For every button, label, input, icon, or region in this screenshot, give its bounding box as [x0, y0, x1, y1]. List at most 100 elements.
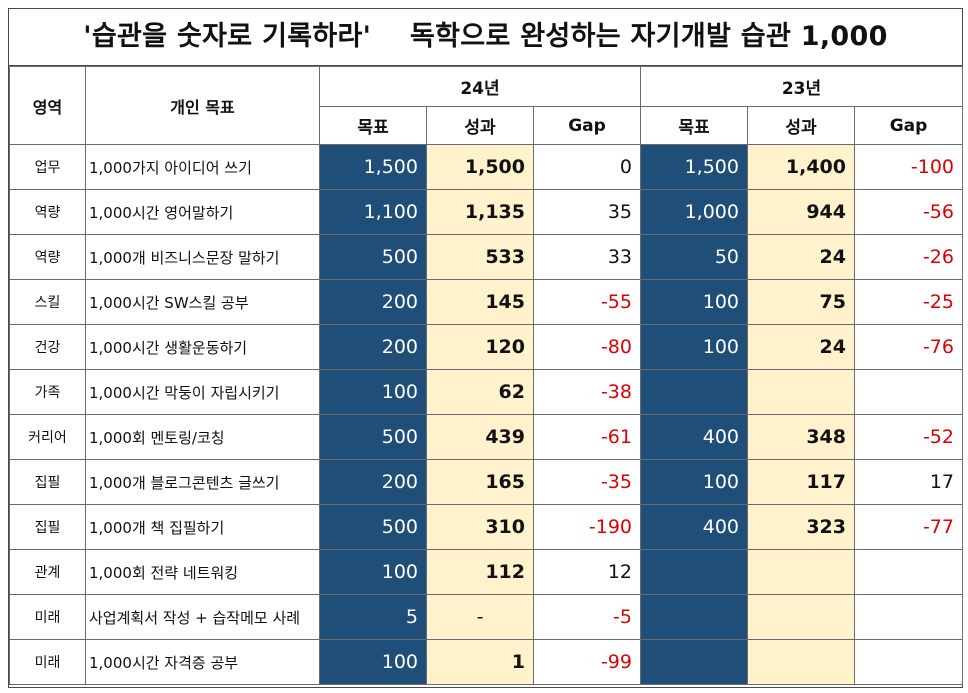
result-23-cell — [747, 549, 855, 595]
area-cell: 관계 — [9, 549, 86, 595]
target-23-cell: 400 — [640, 414, 748, 460]
gap-23-cell: -77 — [854, 504, 963, 550]
gap-24-cell: -55 — [533, 279, 641, 325]
gap-23-cell: -25 — [854, 279, 963, 325]
header-year-24: 24년 — [319, 66, 641, 107]
table-row: 스킬 1,000시간 SW스킬 공부 200 145 -55 100 75 -2… — [9, 279, 963, 325]
result-24-cell: 120 — [426, 324, 534, 370]
target-24-cell: 100 — [319, 549, 427, 595]
result-23-cell — [747, 639, 855, 685]
area-cell: 스킬 — [9, 279, 86, 325]
gap-23-cell — [854, 549, 963, 595]
habit-tracker-sheet: '습관을 숫자로 기록하라' 독학으로 완성하는 자기개발 습관 1,000 영… — [8, 8, 963, 688]
target-24-cell: 500 — [319, 234, 427, 280]
goal-cell: 1,000시간 생활운동하기 — [85, 324, 320, 370]
area-cell: 미래 — [9, 594, 86, 640]
result-23-cell: 944 — [747, 189, 855, 235]
target-24-cell: 200 — [319, 324, 427, 370]
gap-23-cell — [854, 594, 963, 640]
target-23-cell: 100 — [640, 459, 748, 505]
goal-cell: 1,000시간 막둥이 자립시키기 — [85, 369, 320, 415]
result-24-cell: - — [426, 594, 534, 640]
target-24-cell: 100 — [319, 369, 427, 415]
target-24-cell: 500 — [319, 414, 427, 460]
result-24-cell: 1 — [426, 639, 534, 685]
result-23-cell: 24 — [747, 234, 855, 280]
result-23-cell: 1,400 — [747, 144, 855, 190]
gap-24-cell: -61 — [533, 414, 641, 460]
header-year-23: 23년 — [640, 66, 963, 107]
result-24-cell: 145 — [426, 279, 534, 325]
table-row: 커리어 1,000회 멘토링/코칭 500 439 -61 400 348 -5… — [9, 414, 963, 460]
header-result-24: 성과 — [426, 106, 534, 145]
sheet-title: '습관을 숫자로 기록하라' 독학으로 완성하는 자기개발 습관 1,000 — [9, 9, 962, 66]
goal-cell: 사업계획서 작성 + 습작메모 사례 — [85, 594, 320, 640]
header-goal: 개인 목표 — [85, 66, 320, 145]
table-row: 역량 1,000시간 영어말하기 1,100 1,135 35 1,000 94… — [9, 189, 963, 235]
table-row: 집필 1,000개 책 집필하기 500 310 -190 400 323 -7… — [9, 504, 963, 550]
area-cell: 역량 — [9, 234, 86, 280]
area-cell: 커리어 — [9, 414, 86, 460]
target-23-cell: 100 — [640, 324, 748, 370]
result-23-cell — [747, 594, 855, 640]
target-24-cell: 500 — [319, 504, 427, 550]
target-23-cell — [640, 369, 748, 415]
gap-23-cell — [854, 369, 963, 415]
goal-cell: 1,000시간 SW스킬 공부 — [85, 279, 320, 325]
target-24-cell: 1,100 — [319, 189, 427, 235]
header-gap-23: Gap — [854, 106, 963, 145]
target-24-cell: 1,500 — [319, 144, 427, 190]
habit-table: 영역 개인 목표 24년 23년 목표 성과 Gap 목표 성과 Gap 업무 … — [9, 66, 963, 685]
area-cell: 집필 — [9, 459, 86, 505]
target-24-cell: 5 — [319, 594, 427, 640]
goal-cell: 1,000가지 아이디어 쓰기 — [85, 144, 320, 190]
table-row: 미래 1,000시간 자격증 공부 100 1 -99 — [9, 639, 963, 685]
goal-cell: 1,000회 멘토링/코칭 — [85, 414, 320, 460]
target-23-cell: 400 — [640, 504, 748, 550]
gap-23-cell: -56 — [854, 189, 963, 235]
result-24-cell: 165 — [426, 459, 534, 505]
gap-24-cell: -190 — [533, 504, 641, 550]
header-gap-24: Gap — [533, 106, 641, 145]
table-row: 역량 1,000개 비즈니스문장 말하기 500 533 33 50 24 -2… — [9, 234, 963, 280]
gap-24-cell: -99 — [533, 639, 641, 685]
target-23-cell: 100 — [640, 279, 748, 325]
area-cell: 역량 — [9, 189, 86, 235]
gap-24-cell: -35 — [533, 459, 641, 505]
result-24-cell: 112 — [426, 549, 534, 595]
target-23-cell: 50 — [640, 234, 748, 280]
gap-24-cell: 33 — [533, 234, 641, 280]
area-cell: 집필 — [9, 504, 86, 550]
table-row: 가족 1,000시간 막둥이 자립시키기 100 62 -38 — [9, 369, 963, 415]
gap-23-cell: 17 — [854, 459, 963, 505]
gap-24-cell: -5 — [533, 594, 641, 640]
target-23-cell — [640, 639, 748, 685]
goal-cell: 1,000개 비즈니스문장 말하기 — [85, 234, 320, 280]
target-24-cell: 100 — [319, 639, 427, 685]
header-target-23: 목표 — [640, 106, 748, 145]
table-body: 업무 1,000가지 아이디어 쓰기 1,500 1,500 0 1,500 1… — [9, 144, 963, 685]
goal-cell: 1,000개 책 집필하기 — [85, 504, 320, 550]
header-target-24: 목표 — [319, 106, 427, 145]
header-result-23: 성과 — [747, 106, 855, 145]
gap-23-cell: -76 — [854, 324, 963, 370]
result-23-cell: 24 — [747, 324, 855, 370]
gap-24-cell: 12 — [533, 549, 641, 595]
result-24-cell: 62 — [426, 369, 534, 415]
result-23-cell: 348 — [747, 414, 855, 460]
result-23-cell: 323 — [747, 504, 855, 550]
goal-cell: 1,000시간 영어말하기 — [85, 189, 320, 235]
gap-23-cell: -52 — [854, 414, 963, 460]
gap-24-cell: -80 — [533, 324, 641, 370]
result-24-cell: 439 — [426, 414, 534, 460]
gap-23-cell: -26 — [854, 234, 963, 280]
result-24-cell: 1,135 — [426, 189, 534, 235]
header-area: 영역 — [9, 66, 86, 145]
goal-cell: 1,000시간 자격증 공부 — [85, 639, 320, 685]
result-23-cell: 75 — [747, 279, 855, 325]
gap-24-cell: 35 — [533, 189, 641, 235]
target-23-cell: 1,000 — [640, 189, 748, 235]
gap-23-cell: -100 — [854, 144, 963, 190]
area-cell: 가족 — [9, 369, 86, 415]
gap-24-cell: -38 — [533, 369, 641, 415]
